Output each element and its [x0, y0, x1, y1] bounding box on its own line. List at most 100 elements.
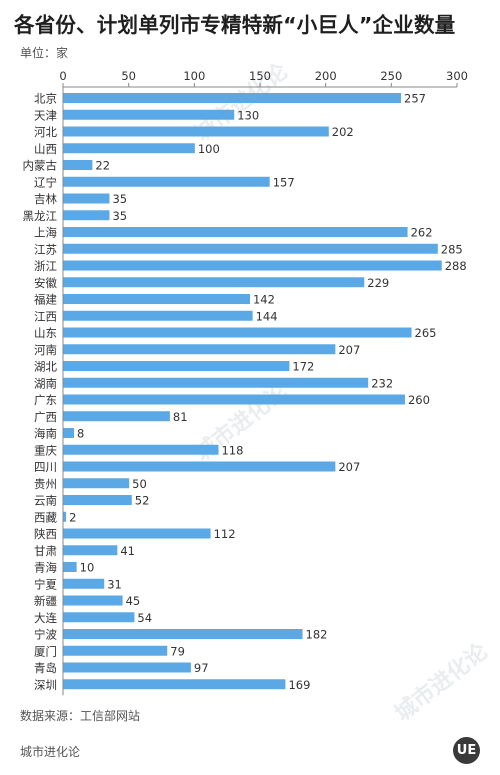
- bar-row: 青岛 97: [34, 661, 209, 675]
- value-label: 2: [69, 510, 76, 524]
- value-label: 118: [221, 443, 243, 457]
- value-label: 52: [135, 494, 150, 508]
- value-label: 100: [198, 142, 220, 156]
- category-label: 青海: [34, 561, 57, 575]
- bar-row: 安徽 229: [34, 276, 389, 290]
- bar-row: 海南 8: [34, 427, 84, 441]
- bar-row: 山东 265: [34, 326, 436, 340]
- x-tick-label: 100: [183, 69, 205, 83]
- bar: [63, 528, 211, 539]
- value-label: 182: [306, 628, 328, 642]
- value-label: 45: [126, 594, 141, 608]
- value-label: 79: [170, 644, 185, 658]
- bar-row: 青海 10: [34, 561, 94, 575]
- value-label: 144: [256, 309, 278, 323]
- bar-row: 上海 262: [34, 226, 433, 240]
- category-label: 深圳: [34, 678, 57, 692]
- bar-row: 吉林 35: [34, 192, 127, 206]
- category-label: 宁波: [34, 628, 57, 642]
- category-label: 西藏: [34, 510, 57, 524]
- category-label: 重庆: [34, 443, 57, 457]
- bar-row: 宁夏 31: [34, 577, 122, 591]
- category-label: 辽宁: [34, 175, 57, 189]
- bar-row: 甘肃 41: [34, 544, 135, 558]
- value-label: 285: [441, 242, 463, 256]
- category-label: 黑龙江: [23, 209, 58, 223]
- bars-group: 北京 257 天津 130 河北 202 山西 100 内蒙古 22 辽宁 157 吉林 35 黑龙江 35 上…: [23, 92, 467, 692]
- value-label: 229: [367, 276, 389, 290]
- category-label: 大连: [34, 611, 57, 625]
- category-label: 宁夏: [34, 577, 57, 591]
- category-label: 内蒙古: [23, 159, 58, 173]
- data-source-note: 数据来源：工信部网站: [20, 709, 141, 723]
- x-tick-label: 150: [249, 69, 271, 83]
- bar-row: 宁波 182: [34, 628, 327, 642]
- bar: [63, 662, 191, 673]
- category-label: 贵州: [34, 477, 57, 491]
- bar-row: 四川 207: [34, 460, 360, 474]
- bar-row: 广西 81: [34, 410, 188, 424]
- value-label: 207: [338, 343, 360, 357]
- value-label: 81: [173, 410, 188, 424]
- bar-row: 山西 100: [34, 142, 220, 156]
- bar: [63, 260, 442, 271]
- category-label: 福建: [34, 293, 57, 307]
- bar-row: 天津 130: [34, 108, 259, 122]
- bar-row: 深圳 169: [34, 678, 310, 692]
- bar: [63, 126, 329, 137]
- category-label: 陕西: [34, 527, 57, 541]
- bar-row: 云南 52: [34, 494, 149, 508]
- category-label: 天津: [34, 108, 57, 122]
- bar-row: 西藏 2: [34, 510, 76, 524]
- bar: [63, 243, 438, 254]
- bar-row: 大连 54: [34, 611, 152, 625]
- bar: [63, 495, 132, 505]
- category-label: 江苏: [34, 242, 57, 256]
- category-label: 新疆: [34, 594, 57, 608]
- bar: [63, 645, 168, 656]
- category-label: 甘肃: [34, 544, 57, 558]
- bar-row: 陕西 112: [34, 527, 236, 541]
- x-tick-label: 50: [121, 69, 136, 83]
- value-label: 207: [338, 460, 360, 474]
- bar: [63, 93, 402, 103]
- category-label: 江西: [34, 309, 57, 323]
- bar: [63, 428, 75, 438]
- bar-row: 江苏 285: [34, 242, 463, 256]
- bar-row: 内蒙古 22: [23, 159, 111, 173]
- bar-row: 浙江 288: [34, 259, 467, 273]
- bar-row: 广东 260: [34, 393, 430, 407]
- bar: [63, 294, 250, 304]
- category-label: 山东: [34, 326, 57, 340]
- category-label: 厦门: [34, 644, 57, 658]
- chart-title: 各省份、计划单列市专精特新“小巨人”企业数量: [14, 13, 456, 37]
- category-label: 河北: [34, 125, 57, 139]
- x-axis: 0 50 100 150 200 250 300: [59, 69, 468, 696]
- bar: [63, 612, 135, 623]
- bar-row: 贵州 50: [34, 477, 147, 491]
- bar: [63, 595, 123, 606]
- category-label: 四川: [34, 460, 57, 474]
- bar: [63, 227, 408, 237]
- unit-label: 单位：家: [20, 46, 69, 60]
- value-label: 8: [77, 427, 84, 441]
- bar: [63, 143, 195, 154]
- x-tick-label: 250: [380, 69, 402, 83]
- bar-row: 厦门 79: [34, 644, 185, 658]
- value-label: 97: [194, 661, 209, 675]
- bar: [63, 478, 130, 489]
- value-label: 265: [415, 326, 437, 340]
- value-label: 142: [253, 293, 275, 307]
- value-label: 257: [404, 92, 426, 106]
- category-label: 浙江: [34, 259, 57, 273]
- bar: [63, 511, 67, 522]
- brand-name: 城市进化论: [20, 745, 81, 759]
- value-label: 10: [80, 561, 95, 575]
- bar: [63, 461, 336, 472]
- category-label: 山西: [34, 142, 57, 156]
- bar: [63, 210, 110, 221]
- bar: [63, 327, 412, 338]
- bar: [63, 277, 365, 288]
- bar-row: 河南 207: [34, 343, 360, 357]
